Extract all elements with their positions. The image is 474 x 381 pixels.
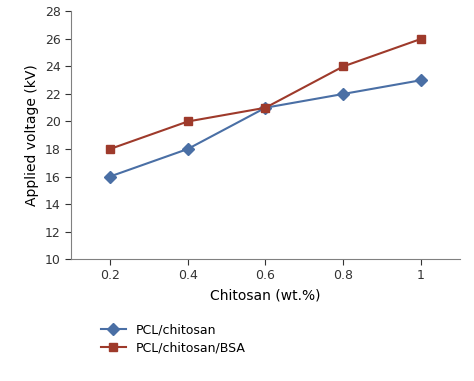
PCL/chitosan — [418, 78, 424, 83]
Legend: PCL/chitosan, PCL/chitosan/BSA: PCL/chitosan, PCL/chitosan/BSA — [97, 320, 249, 358]
Line: PCL/chitosan/BSA: PCL/chitosan/BSA — [106, 35, 425, 153]
PCL/chitosan/BSA — [340, 64, 346, 69]
PCL/chitosan — [263, 106, 268, 110]
PCL/chitosan/BSA — [418, 37, 424, 41]
PCL/chitosan — [107, 174, 113, 179]
Line: PCL/chitosan: PCL/chitosan — [106, 76, 425, 181]
PCL/chitosan — [185, 147, 191, 151]
PCL/chitosan/BSA — [185, 119, 191, 124]
PCL/chitosan — [340, 92, 346, 96]
X-axis label: Chitosan (wt.%): Chitosan (wt.%) — [210, 288, 321, 302]
Y-axis label: Applied voltage (kV): Applied voltage (kV) — [25, 64, 39, 206]
PCL/chitosan/BSA — [263, 106, 268, 110]
PCL/chitosan/BSA — [107, 147, 113, 151]
